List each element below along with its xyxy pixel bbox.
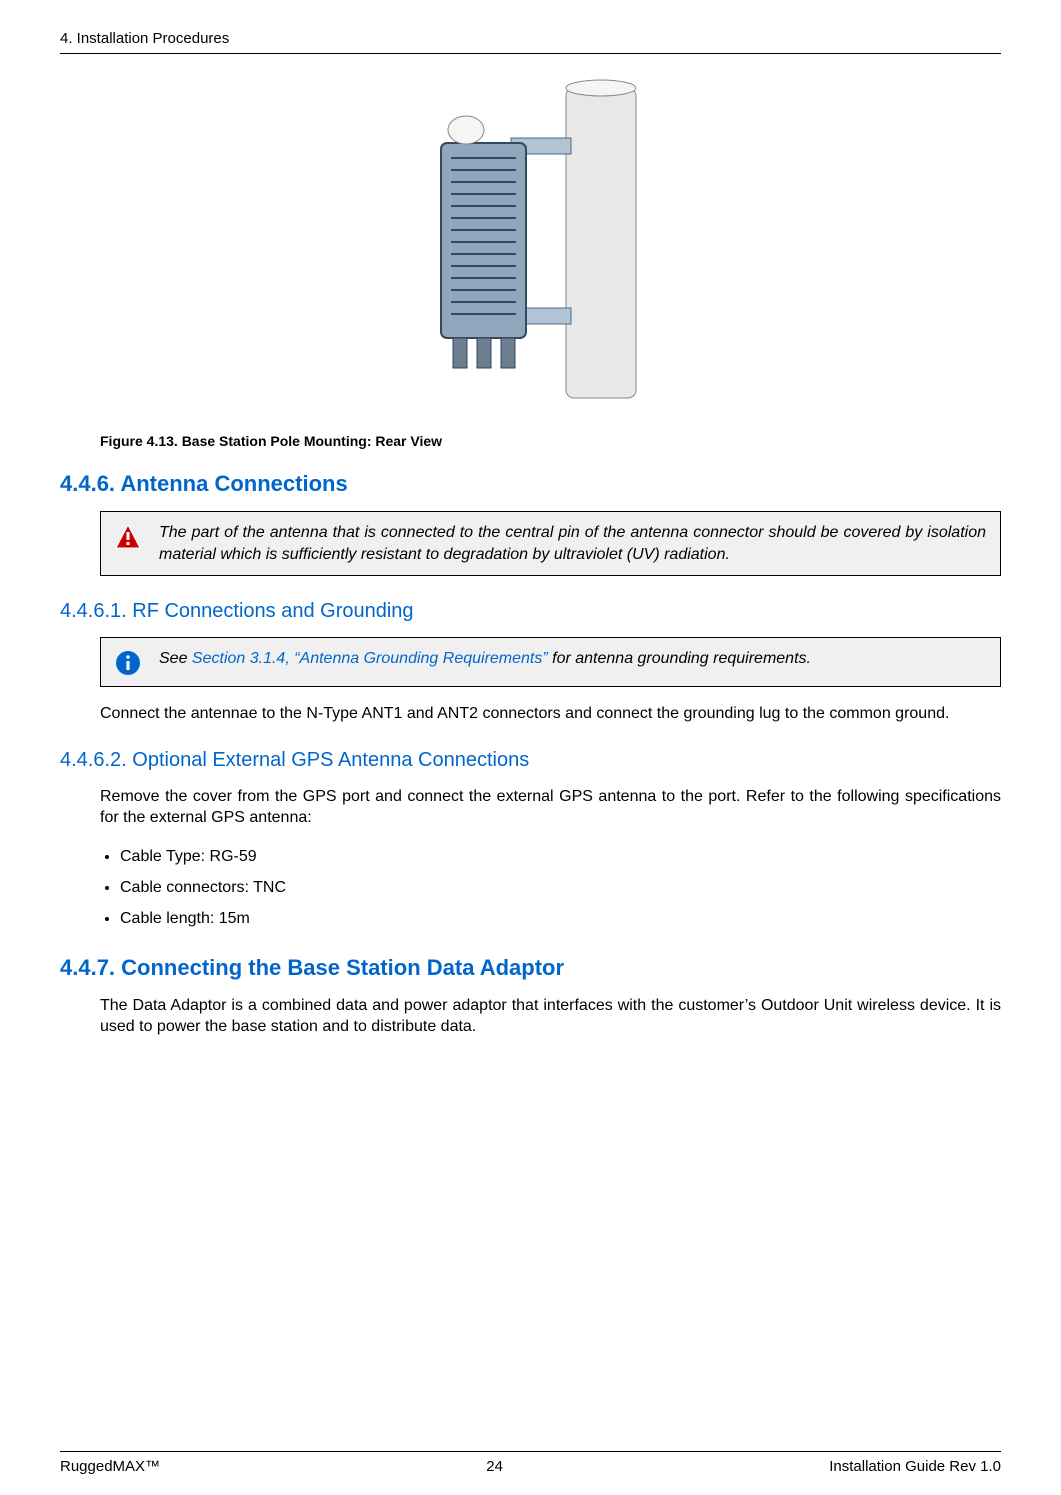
adaptor-body-text: The Data Adaptor is a combined data and …	[100, 995, 1001, 1038]
info-icon	[115, 650, 141, 676]
info-text: See Section 3.1.4, “Antenna Grounding Re…	[159, 648, 811, 670]
figure-caption: Figure 4.13. Base Station Pole Mounting:…	[100, 433, 1001, 449]
list-item: Cable connectors: TNC	[120, 874, 1001, 901]
warning-callout: The part of the antenna that is connecte…	[100, 511, 1001, 576]
list-item: Cable Type: RG-59	[120, 843, 1001, 870]
list-item: Cable length: 15m	[120, 905, 1001, 932]
heading-gps-connections: 4.4.6.2. Optional External GPS Antenna C…	[60, 749, 1001, 772]
info-callout: See Section 3.1.4, “Antenna Grounding Re…	[100, 637, 1001, 687]
footer-left: RuggedMAX™	[60, 1458, 160, 1475]
footer-page-number: 24	[486, 1458, 503, 1475]
info-suffix: for antenna grounding requirements.	[548, 650, 811, 667]
info-prefix: See	[159, 650, 192, 667]
heading-data-adaptor: 4.4.7. Connecting the Base Station Data …	[60, 955, 1001, 981]
footer-right: Installation Guide Rev 1.0	[829, 1458, 1001, 1475]
warning-text: The part of the antenna that is connecte…	[159, 522, 986, 565]
gps-body-text: Remove the cover from the GPS port and c…	[100, 786, 1001, 829]
rf-body-text: Connect the antennae to the N-Type ANT1 …	[100, 703, 1001, 725]
heading-antenna-connections: 4.4.6. Antenna Connections	[60, 471, 1001, 497]
page-header: 4. Installation Procedures	[60, 30, 1001, 54]
heading-rf-connections: 4.4.6.1. RF Connections and Grounding	[60, 600, 1001, 623]
info-link[interactable]: Section 3.1.4, “Antenna Grounding Requir…	[192, 650, 548, 667]
page-footer: RuggedMAX™ 24 Installation Guide Rev 1.0	[60, 1451, 1001, 1475]
figure-container	[60, 78, 1001, 423]
warning-icon	[115, 524, 141, 550]
gps-spec-list: Cable Type: RG-59 Cable connectors: TNC …	[100, 843, 1001, 933]
base-station-illustration	[401, 78, 661, 418]
